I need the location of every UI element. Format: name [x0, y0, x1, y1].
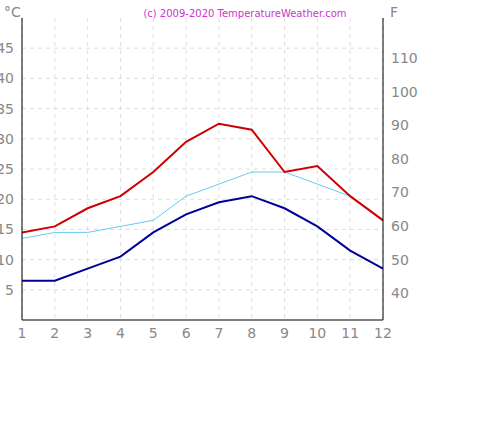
svg-text:30: 30 [8, 131, 14, 147]
svg-text:25: 25 [8, 161, 14, 177]
svg-text:110: 110 [391, 50, 418, 66]
svg-text:3: 3 [83, 325, 92, 341]
html-text:°C: °C [4, 4, 21, 20]
svg-text:60: 60 [391, 218, 409, 234]
html-text:(c) 2009-2020 TemperatureWeath: (c) 2009-2020 TemperatureWeather.com [143, 8, 347, 19]
html-text:F: F [390, 4, 399, 20]
svg-text:6: 6 [182, 325, 191, 341]
svg-text:10: 10 [308, 325, 326, 341]
svg-text:90: 90 [391, 117, 409, 133]
svg-text:12: 12 [374, 325, 392, 341]
svg-text:1: 1 [18, 325, 27, 341]
svg-text:50: 50 [391, 252, 409, 268]
svg-text:15: 15 [8, 221, 14, 237]
svg-text:10: 10 [8, 252, 14, 268]
svg-text:45: 45 [8, 40, 14, 56]
svg-text:80: 80 [391, 151, 409, 167]
svg-text:9: 9 [280, 325, 289, 341]
svg-text:7: 7 [214, 325, 223, 341]
svg-text:20: 20 [8, 191, 14, 207]
svg-text:8: 8 [247, 325, 256, 341]
svg-text:100: 100 [391, 84, 418, 100]
svg-text:2: 2 [50, 325, 59, 341]
svg-text:35: 35 [8, 101, 14, 117]
svg-text:5: 5 [149, 325, 158, 341]
svg-text:40: 40 [391, 285, 409, 301]
svg-text:40: 40 [8, 70, 14, 86]
svg-text:4: 4 [116, 325, 125, 341]
svg-text:70: 70 [391, 184, 409, 200]
svg-text:5: 5 [8, 282, 14, 298]
svg-text:11: 11 [341, 325, 359, 341]
